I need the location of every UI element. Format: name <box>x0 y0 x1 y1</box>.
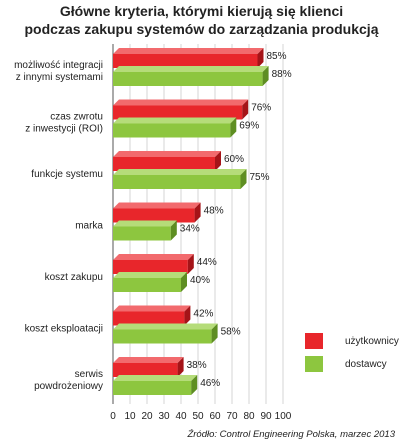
bar-top-uzytkownicy-1 <box>113 99 249 106</box>
legend-label-uzytkownicy: użytkownicy <box>345 335 399 347</box>
bar-side-dostawcy-0 <box>262 66 269 86</box>
data-label-uzytkownicy-1: 76% <box>251 103 271 114</box>
legend-swatch-uzytkownicy <box>305 333 323 349</box>
bar-side-dostawcy-4 <box>181 272 187 292</box>
bar-uzytkownicy-4 <box>113 260 188 274</box>
category-label: serwis <box>75 369 103 380</box>
legend-item-dostawcy: dostawcy <box>305 356 387 372</box>
bar-side-uzytkownicy-2 <box>215 151 221 171</box>
x-tick-label: 80 <box>243 411 255 422</box>
bar-top-dostawcy-3 <box>113 220 177 227</box>
data-label-uzytkownicy-5: 42% <box>193 309 213 320</box>
x-tick-label: 10 <box>124 411 136 422</box>
bar-dostawcy-6 <box>113 381 192 395</box>
category-label: koszt eksploatacji <box>25 324 103 335</box>
bar-uzytkownicy-1 <box>113 105 243 120</box>
bar-top-dostawcy-1 <box>113 117 237 124</box>
chart-title-line-1: Główne kryteria, którymi kierują się kli… <box>59 3 344 19</box>
category-label: z innymi systemami <box>16 72 103 83</box>
bar-top-dostawcy-5 <box>113 323 218 330</box>
bar-side-uzytkownicy-4 <box>187 254 194 274</box>
bar-uzytkownicy-3 <box>113 208 195 223</box>
data-label-dostawcy-5: 58% <box>221 327 241 338</box>
data-label-dostawcy-4: 40% <box>190 275 210 286</box>
bar-dostawcy-3 <box>113 226 171 241</box>
bar-top-dostawcy-6 <box>113 375 198 381</box>
category-label: z inwestycji (ROI) <box>25 124 103 135</box>
data-label-uzytkownicy-0: 85% <box>267 51 287 62</box>
legend-item-uzytkownicy: użytkownicy <box>305 333 399 349</box>
bar-top-dostawcy-0 <box>113 66 269 72</box>
data-label-dostawcy-3: 34% <box>180 224 200 235</box>
bar-uzytkownicy-5 <box>113 311 185 326</box>
legend-label-dostawcy: dostawcy <box>345 358 387 370</box>
bar-top-uzytkownicy-3 <box>113 202 201 209</box>
x-tick-label: 40 <box>175 411 187 422</box>
data-label-dostawcy-0: 88% <box>272 69 292 80</box>
x-tick-label: 70 <box>226 411 238 422</box>
bar-top-uzytkownicy-5 <box>113 305 191 312</box>
data-label-uzytkownicy-4: 44% <box>197 257 217 268</box>
bar-dostawcy-4 <box>113 278 181 292</box>
bar-dostawcy-2 <box>113 175 241 189</box>
category-label: czas zwrotu <box>50 112 103 123</box>
category-label: możliwość integracji <box>14 60 103 71</box>
category-label: koszt zakupu <box>45 272 103 283</box>
x-tick-label: 20 <box>141 411 153 422</box>
bar-side-dostawcy-2 <box>240 169 247 189</box>
category-label: funkcje systemu <box>31 169 103 180</box>
x-tick-label: 100 <box>275 411 292 422</box>
category-label: powdrożeniowy <box>34 381 103 392</box>
source-note: Źródło: Control Engineering Polska, marz… <box>187 429 395 440</box>
bar-top-uzytkownicy-2 <box>113 151 221 157</box>
bar-top-dostawcy-2 <box>113 169 247 175</box>
x-tick-label: 50 <box>192 411 204 422</box>
data-label-uzytkownicy-3: 48% <box>204 206 224 217</box>
bar-side-uzytkownicy-6 <box>177 357 184 377</box>
bar-side-dostawcy-5 <box>211 323 218 344</box>
data-label-uzytkownicy-6: 38% <box>187 360 207 371</box>
x-tick-label: 30 <box>158 411 170 422</box>
bar-top-uzytkownicy-0 <box>113 48 264 54</box>
bar-uzytkownicy-2 <box>113 157 215 171</box>
bar-side-dostawcy-1 <box>230 117 237 138</box>
x-tick-label: 0 <box>110 411 116 422</box>
bar-uzytkownicy-6 <box>113 363 178 377</box>
chart-title-line-2: podczas zakupu systemów do zarządzania p… <box>24 21 379 37</box>
bar-side-uzytkownicy-1 <box>242 99 249 120</box>
bar-top-dostawcy-4 <box>113 272 187 278</box>
bar-top-uzytkownicy-4 <box>113 254 194 260</box>
chart-title: Główne kryteria, którymi kierują się kli… <box>0 2 403 38</box>
bar-side-dostawcy-6 <box>191 375 198 395</box>
bar-side-uzytkownicy-5 <box>184 305 191 326</box>
bar-side-uzytkownicy-3 <box>194 202 201 223</box>
data-label-uzytkownicy-2: 60% <box>224 154 244 165</box>
bar-uzytkownicy-0 <box>113 54 258 68</box>
bar-dostawcy-0 <box>113 72 263 86</box>
bar-side-dostawcy-3 <box>170 220 177 241</box>
bar-dostawcy-5 <box>113 329 212 344</box>
x-tick-label: 90 <box>260 411 272 422</box>
bar-dostawcy-1 <box>113 123 231 138</box>
category-label: marka <box>75 221 103 232</box>
legend-swatch-dostawcy <box>305 356 323 372</box>
data-label-dostawcy-6: 46% <box>200 378 220 389</box>
bar-top-uzytkownicy-6 <box>113 357 184 363</box>
data-label-dostawcy-1: 69% <box>239 121 259 132</box>
x-tick-label: 60 <box>209 411 221 422</box>
data-label-dostawcy-2: 75% <box>250 172 270 183</box>
bar-side-uzytkownicy-0 <box>257 48 264 68</box>
